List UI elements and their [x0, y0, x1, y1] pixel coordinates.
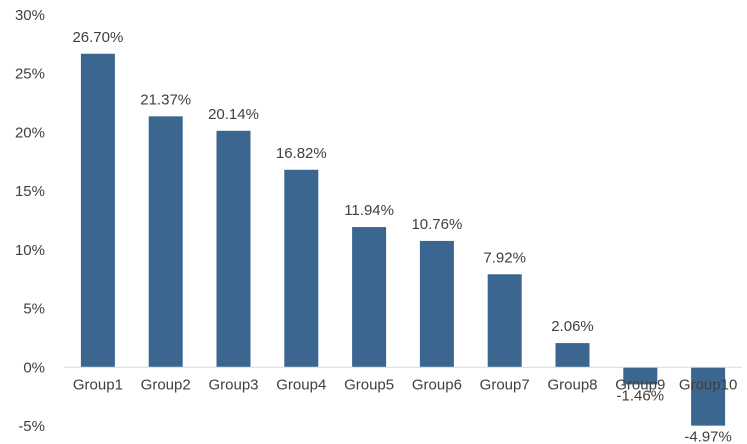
bar-group7: [487, 274, 522, 368]
category-label: Group9: [615, 376, 665, 393]
category-label: Group4: [276, 376, 326, 393]
category-label: Group5: [344, 376, 394, 393]
category-label: Group7: [480, 376, 530, 393]
y-tick-label: -5%: [18, 418, 45, 435]
bar-group10: [691, 367, 726, 426]
data-label: 2.06%: [551, 318, 594, 335]
data-label: 7.92%: [483, 249, 526, 266]
category-label: Group8: [547, 376, 597, 393]
data-label: 26.70%: [72, 29, 123, 46]
bar-group5: [352, 227, 387, 368]
data-label: 10.76%: [411, 216, 462, 233]
bar-group3: [216, 130, 251, 368]
y-tick-label: 15%: [15, 183, 45, 200]
y-tick-label: 25%: [15, 66, 45, 83]
category-label: Group6: [412, 376, 462, 393]
bar-group1: [80, 53, 115, 368]
y-tick-label: 0%: [23, 359, 45, 376]
y-axis-tick-labels: -5% 0% 5% 10% 15% 20% 25% 30%: [15, 7, 45, 435]
data-label: 21.37%: [140, 91, 191, 108]
data-label: -1.46%: [617, 387, 665, 404]
y-tick-label: 30%: [15, 7, 45, 24]
category-label: Group2: [141, 376, 191, 393]
bar-group9: [623, 367, 658, 385]
data-labels: 26.70% 21.37% 20.14% 16.82% 11.94% 10.76% 7.92…: [72, 29, 731, 444]
category-label: Group1: [73, 376, 123, 393]
bar-group8: [555, 343, 590, 368]
data-label: -4.97%: [684, 429, 732, 444]
bar-group4: [284, 169, 319, 368]
category-label: Group3: [208, 376, 258, 393]
bar-group2: [148, 116, 183, 368]
y-tick-label: 5%: [23, 301, 45, 318]
y-tick-label: 10%: [15, 242, 45, 259]
data-label: 16.82%: [276, 145, 327, 162]
y-tick-label: 20%: [15, 124, 45, 141]
data-label: 11.94%: [344, 202, 394, 219]
category-label: Group10: [679, 376, 737, 393]
category-labels: Group1 Group2 Group3 Group4 Group5 Group6 Grou…: [73, 376, 737, 393]
data-label: 20.14%: [208, 106, 259, 123]
bar-group6: [419, 240, 454, 368]
bars: [80, 53, 726, 426]
